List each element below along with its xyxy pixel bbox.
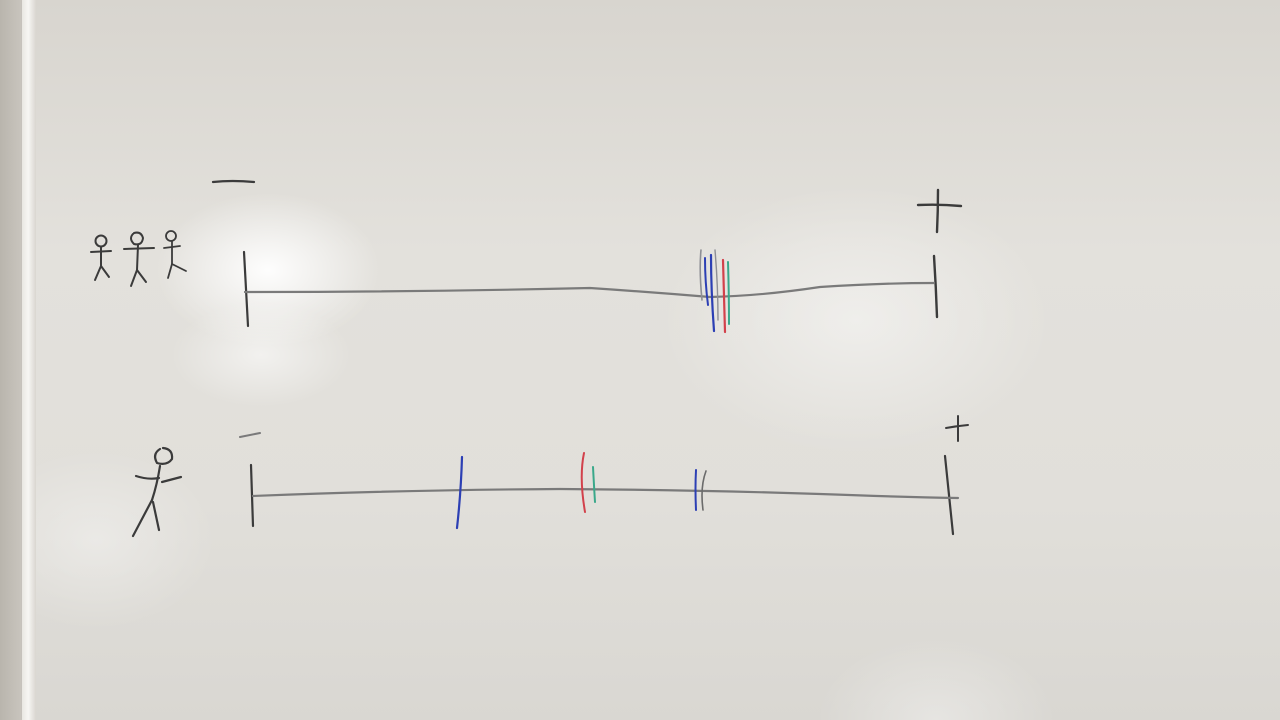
top-stick-figures: [90, 230, 187, 287]
bottom-right-tick: [943, 454, 955, 536]
top-scale: [90, 179, 963, 334]
top-mark-cluster: [699, 249, 730, 334]
top-left-tick: [242, 250, 250, 328]
bottom-green-mark: [592, 466, 596, 503]
top-axis-line: [243, 281, 936, 299]
stick-figure-3: [163, 230, 187, 279]
top-plus-sign: [916, 188, 963, 234]
bottom-left-tick: [249, 463, 255, 528]
bottom-stick-figure: [131, 446, 183, 538]
wall: [0, 0, 22, 720]
top-minus-sign: [211, 179, 256, 184]
stick-figure-1: [90, 234, 112, 281]
bottom-blue-mark-2: [694, 469, 697, 511]
top-right-tick: [932, 254, 939, 319]
bottom-grey-mark: [701, 470, 707, 511]
bottom-axis-line: [251, 487, 960, 500]
whiteboard-surface: [36, 0, 1280, 720]
bottom-plus-sign: [945, 415, 969, 442]
bottom-minus-sign: [239, 432, 261, 438]
stick-figure-2: [123, 231, 155, 287]
bottom-red-mark: [580, 452, 586, 513]
whiteboard-frame: [22, 0, 36, 720]
bottom-blue-mark: [455, 455, 464, 530]
bottom-scale: [131, 415, 969, 538]
